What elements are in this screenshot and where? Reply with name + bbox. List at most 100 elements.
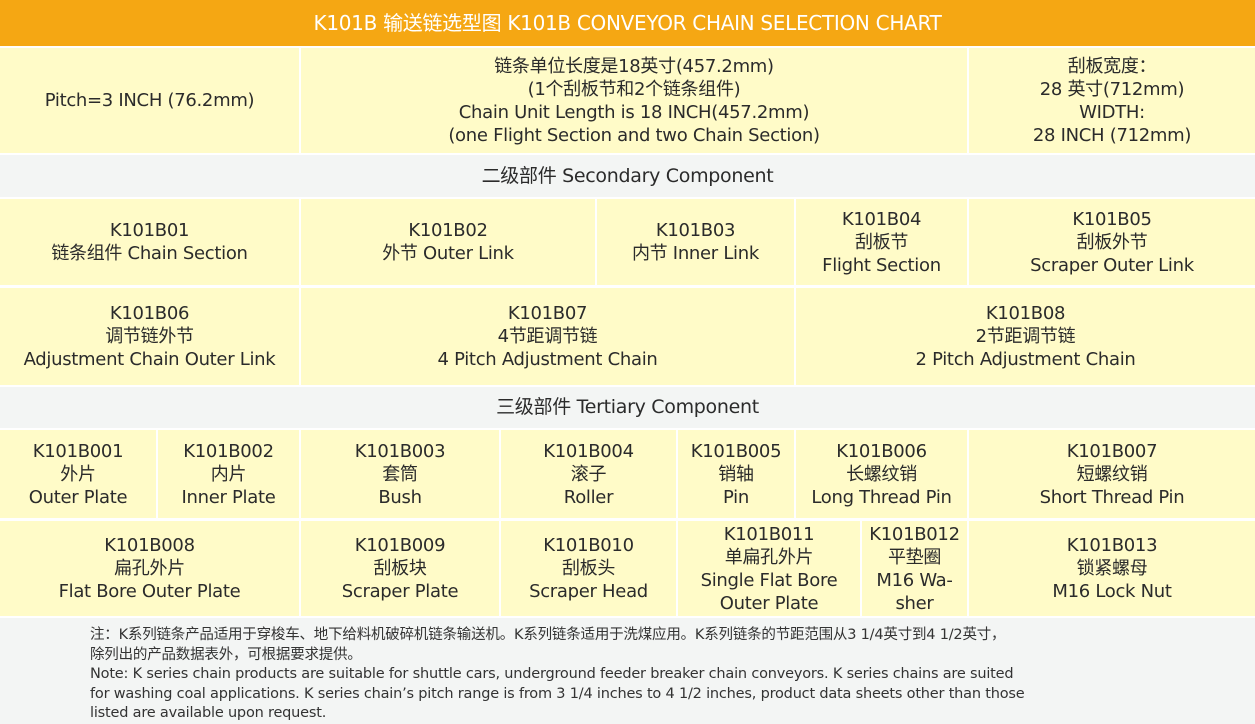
cell-text: Single Flat Bore — [700, 569, 838, 591]
cell-text: WIDTH: — [1079, 101, 1145, 123]
cell-text: Inner Plate — [181, 486, 276, 508]
cell-text: M16 Lock Nut — [1052, 581, 1172, 602]
cell-text: (1个刮板节和2个链条组件) — [527, 78, 741, 100]
component-cell: K101B05 刮板外节 Scraper Outer Link — [969, 199, 1255, 285]
component-cell: K101B07 4节距调节链 4 Pitch Adjustment Chain — [301, 288, 794, 385]
note-line: 注：K系列链条产品适用于穿梭车、地下给料机破碎机链条输送机。K系列链条适用于洗煤… — [90, 627, 1006, 643]
cell-text: 长螺纹销 — [846, 463, 917, 485]
cell-text: K101B05 — [1072, 208, 1152, 230]
component-cell: K101B02 外节 Outer Link — [301, 199, 595, 285]
cell-text: 锁紧螺母 — [1076, 558, 1148, 579]
cell-text: K101B 输送链选型图 K101B CONVEYOR CHAIN SELECT… — [313, 10, 942, 35]
cell-text: Roller — [563, 486, 614, 508]
cell-text: 三级部件 Tertiary Component — [496, 396, 759, 418]
component-cell: K101B03 内节 Inner Link — [597, 199, 794, 285]
component-cell: K101B003 套筒 Bush — [301, 430, 499, 518]
cell-text: 4 Pitch Adjustment Chain — [437, 349, 658, 370]
cell-text: 扁孔外片 — [114, 558, 185, 579]
cell-text: 28 INCH (712mm) — [1032, 124, 1192, 146]
spec-cell: 刮板宽度： 28 英寸(712mm) WIDTH: 28 INCH (712mm) — [969, 48, 1255, 153]
cell-text: 滚子 — [570, 463, 607, 485]
cell-text: 二级部件 Secondary Component — [481, 164, 774, 187]
note-line: 除列出的产品数据表外，可根据要求提供。 — [90, 646, 362, 663]
cell-text: K101B07 — [507, 303, 588, 324]
section-header-secondary: 二级部件 Secondary Component — [0, 155, 1255, 197]
cell-text: 外节 Outer Link — [382, 243, 514, 264]
section-header-tertiary: 三级部件 Tertiary Component — [0, 387, 1255, 428]
cell-text: 链条单位长度是18英寸(457.2mm) — [494, 55, 774, 77]
note: 注：K系列链条产品适用于穿梭车、地下给料机破碎机链条输送机。K系列链条适用于洗煤… — [0, 618, 1255, 724]
cell-text: 平垫圈 — [887, 546, 942, 568]
component-cell: K101B001 外片 Outer Plate — [0, 430, 156, 518]
spec-cell: 链条单位长度是18英寸(457.2mm) (1个刮板节和2个链条组件) Chain … — [301, 48, 967, 153]
cell-text: 刮板宽度： — [1067, 55, 1157, 77]
cell-text: 28 英寸(712mm) — [1039, 78, 1185, 100]
cell-text: K101B08 — [985, 303, 1066, 324]
cell-text: K101B011 — [723, 523, 815, 545]
cell-text: K101B002 — [183, 440, 274, 462]
cell-text: K101B004 — [543, 440, 634, 462]
component-cell: K101B011 单扁孔外片 Single Flat Bore Outer Plate — [678, 521, 860, 616]
cell-text: K101B01 — [109, 220, 190, 241]
component-cell: K101B008 扁孔外片 Flat Bore Outer Plate — [0, 521, 299, 616]
cell-text: Outer Plate — [719, 592, 819, 614]
cell-text: Bush — [378, 486, 422, 508]
cell-text: Long Thread Pin — [811, 486, 952, 508]
cell-text: K101B003 — [354, 440, 446, 462]
component-cell: K101B06 调节链外节 Adjustment Chain Outer Link — [0, 288, 299, 385]
cell-text: 套筒 — [382, 463, 418, 485]
cell-text: 刮板节 — [854, 231, 909, 253]
cell-text: 2 Pitch Adjustment Chain — [915, 349, 1136, 370]
cell-text: Flight Section — [822, 254, 941, 276]
component-cell: K101B04 刮板节 Flight Section — [796, 199, 967, 285]
cell-text: Scraper Plate — [341, 581, 459, 602]
cell-text: 外片 — [60, 463, 96, 485]
component-cell: K101B009 刮板块 Scraper Plate — [301, 521, 499, 616]
chart-title: K101B 输送链选型图 K101B CONVEYOR CHAIN SELECT… — [0, 0, 1255, 46]
note-line: Note: K series chain products are suitab… — [90, 666, 1014, 682]
cell-text: 链条组件 Chain Section — [51, 243, 248, 264]
spec-cell: Pitch=3 INCH (76.2mm) — [0, 48, 299, 153]
cell-text: Scraper Outer Link — [1030, 254, 1194, 276]
component-cell: K101B010 刮板头 Scraper Head — [501, 521, 676, 616]
cell-text: K101B005 — [690, 440, 782, 462]
cell-text: Outer Plate — [28, 486, 128, 508]
cell-text: 2节距调节链 — [975, 326, 1076, 347]
component-cell: K101B004 滚子 Roller — [501, 430, 676, 518]
cell-text: K101B007 — [1066, 440, 1158, 462]
cell-text: 刮板块 — [373, 558, 427, 579]
cell-text: Pitch=3 INCH (76.2mm) — [44, 90, 255, 111]
cell-text: 短螺纹销 — [1076, 463, 1148, 485]
cell-text: K101B008 — [104, 535, 195, 556]
cell-text: 调节链外节 — [105, 326, 194, 347]
cell-text: K101B012 — [869, 523, 960, 545]
component-cell: K101B006 长螺纹销 Long Thread Pin — [796, 430, 967, 518]
component-cell: K101B08 2节距调节链 2 Pitch Adjustment Chain — [796, 288, 1255, 385]
cell-text: K101B001 — [32, 440, 124, 462]
cell-text: Scraper Head — [529, 581, 648, 602]
cell-text: 销轴 — [718, 463, 754, 485]
cell-text: sher — [895, 592, 934, 614]
cell-text: K101B02 — [408, 220, 488, 241]
cell-text: Adjustment Chain Outer Link — [23, 349, 276, 370]
cell-text: 刮板头 — [561, 558, 616, 579]
cell-text: Chain Unit Length is 18 INCH(457.2mm) — [458, 101, 810, 123]
cell-text: K101B04 — [841, 208, 922, 230]
cell-text: K101B009 — [354, 535, 446, 556]
cell-text: 4节距调节链 — [497, 326, 598, 347]
note-line: listed are available upon request. — [90, 705, 327, 721]
component-cell: K101B012 平垫圈 M16 Wa-sher — [862, 521, 967, 616]
component-cell: K101B01 链条组件 Chain Section — [0, 199, 299, 285]
component-cell: K101B007 短螺纹销 Short Thread Pin — [969, 430, 1255, 518]
cell-text: K101B013 — [1066, 535, 1158, 556]
cell-text: Pin — [723, 486, 749, 508]
cell-text: K101B006 — [836, 440, 927, 462]
note-line: for washing coal applications. K series … — [90, 685, 1025, 702]
cell-text: K101B03 — [655, 220, 736, 241]
cell-text: (one Flight Section and two Chain Sectio… — [448, 124, 820, 146]
cell-text: 内片 — [210, 463, 247, 485]
cell-text: K101B010 — [543, 535, 634, 556]
cell-text: 刮板外节 — [1076, 231, 1148, 253]
cell-text: K101B06 — [109, 303, 190, 324]
cell-text: Short Thread Pin — [1039, 486, 1185, 508]
